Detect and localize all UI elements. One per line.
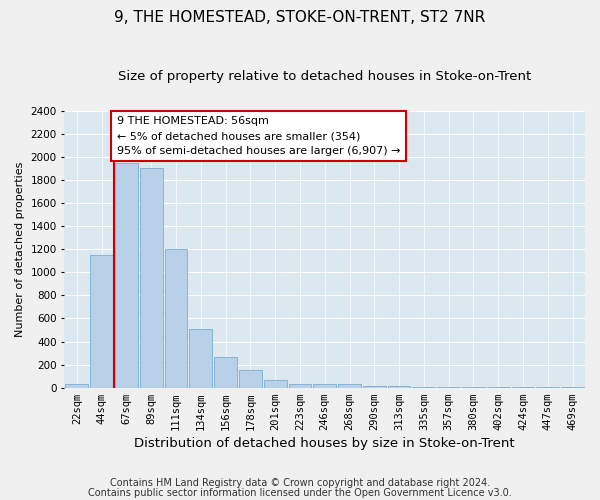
Bar <box>164 249 187 388</box>
Bar <box>214 357 237 388</box>
Bar <box>115 162 138 388</box>
Bar <box>388 386 410 388</box>
Bar <box>289 384 311 388</box>
Bar <box>462 387 485 388</box>
Bar <box>412 387 435 388</box>
Bar <box>90 255 113 388</box>
Bar <box>239 370 262 388</box>
Bar <box>363 386 386 388</box>
Bar <box>140 168 163 388</box>
Bar <box>437 387 460 388</box>
Text: Contains public sector information licensed under the Open Government Licence v3: Contains public sector information licen… <box>88 488 512 498</box>
Bar <box>190 329 212 388</box>
Bar <box>65 384 88 388</box>
Text: 9 THE HOMESTEAD: 56sqm
← 5% of detached houses are smaller (354)
95% of semi-det: 9 THE HOMESTEAD: 56sqm ← 5% of detached … <box>116 116 400 156</box>
Text: Contains HM Land Registry data © Crown copyright and database right 2024.: Contains HM Land Registry data © Crown c… <box>110 478 490 488</box>
Bar <box>313 384 336 388</box>
Title: Size of property relative to detached houses in Stoke-on-Trent: Size of property relative to detached ho… <box>118 70 532 83</box>
X-axis label: Distribution of detached houses by size in Stoke-on-Trent: Distribution of detached houses by size … <box>134 437 515 450</box>
Bar <box>338 384 361 388</box>
Y-axis label: Number of detached properties: Number of detached properties <box>15 162 25 337</box>
Text: 9, THE HOMESTEAD, STOKE-ON-TRENT, ST2 7NR: 9, THE HOMESTEAD, STOKE-ON-TRENT, ST2 7N… <box>115 10 485 25</box>
Bar <box>487 387 509 388</box>
Bar <box>264 380 287 388</box>
